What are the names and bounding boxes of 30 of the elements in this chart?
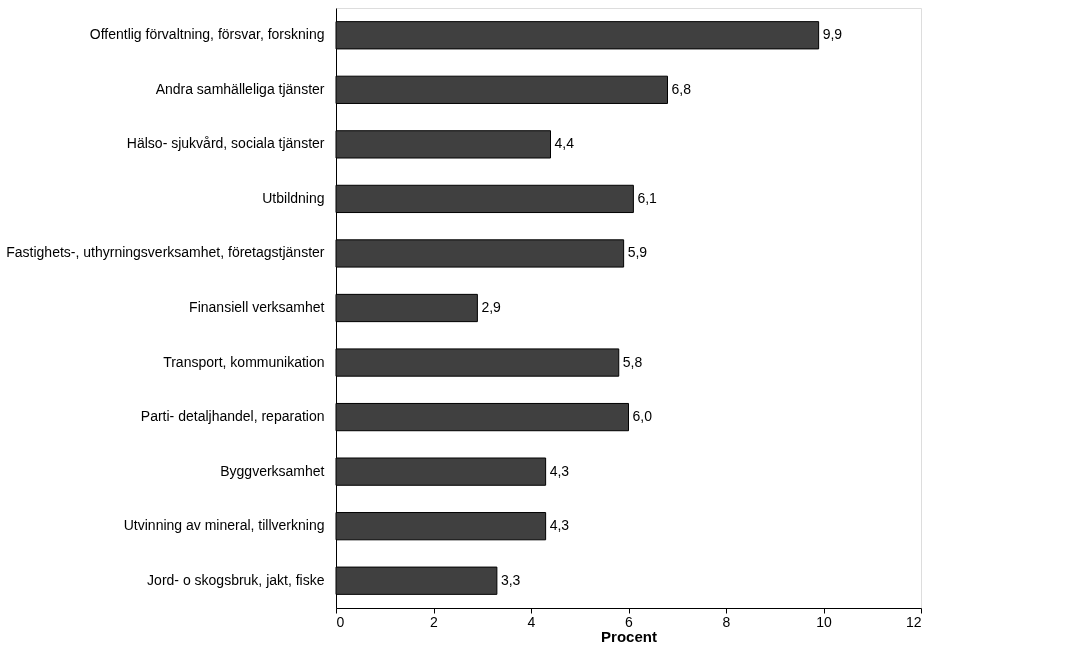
y-tick-label: Andra samhälleliga tjänster — [155, 80, 325, 97]
y-tick-label: Utbildning — [262, 189, 325, 206]
x-tick-label: 10 — [816, 613, 832, 630]
data-label: 3,3 — [500, 571, 521, 588]
data-label: 6,0 — [632, 408, 653, 425]
x-tick-label: 2 — [430, 613, 439, 630]
x-tick-label: 8 — [722, 613, 731, 630]
x-tick-label: 12 — [905, 613, 922, 630]
x-tick-label: 6 — [625, 613, 634, 630]
data-label: 5,8 — [622, 353, 643, 370]
data-label: 2,9 — [481, 299, 502, 315]
x-tick-label: 4 — [527, 613, 536, 630]
data-label: 6,1 — [637, 189, 658, 206]
data-label: 4,3 — [549, 517, 570, 534]
y-tick-label: Parti- detaljhandel, reparation — [140, 408, 325, 425]
y-tick-label: Transport, kommunikation — [163, 353, 325, 370]
x-tick-label: 0 — [336, 613, 345, 630]
data-label: 4,3 — [549, 462, 570, 479]
y-tick-label: Offentlig förvaltning, försvar, forskning — [89, 26, 325, 43]
y-tick-label: Byggverksamhet — [220, 462, 325, 479]
x-axis-title: Procent — [601, 627, 657, 645]
y-tick-label: Finansiell verksamhet — [189, 299, 325, 315]
y-tick-label: Utvinning av mineral, tillverkning — [123, 517, 325, 534]
data-label: 6,8 — [671, 80, 692, 97]
y-tick-label: Fastighets-, uthyrningsverksamhet, företagstjänster — [6, 244, 325, 261]
data-label: 9,9 — [822, 26, 843, 43]
y-tick-label: Hälso- sjukvård, sociala tjänster — [126, 135, 325, 152]
data-label: 4,4 — [554, 135, 575, 152]
y-tick-label: Jord- o skogsbruk, jakt, fiske — [147, 571, 325, 588]
data-label: 5,9 — [627, 244, 648, 261]
